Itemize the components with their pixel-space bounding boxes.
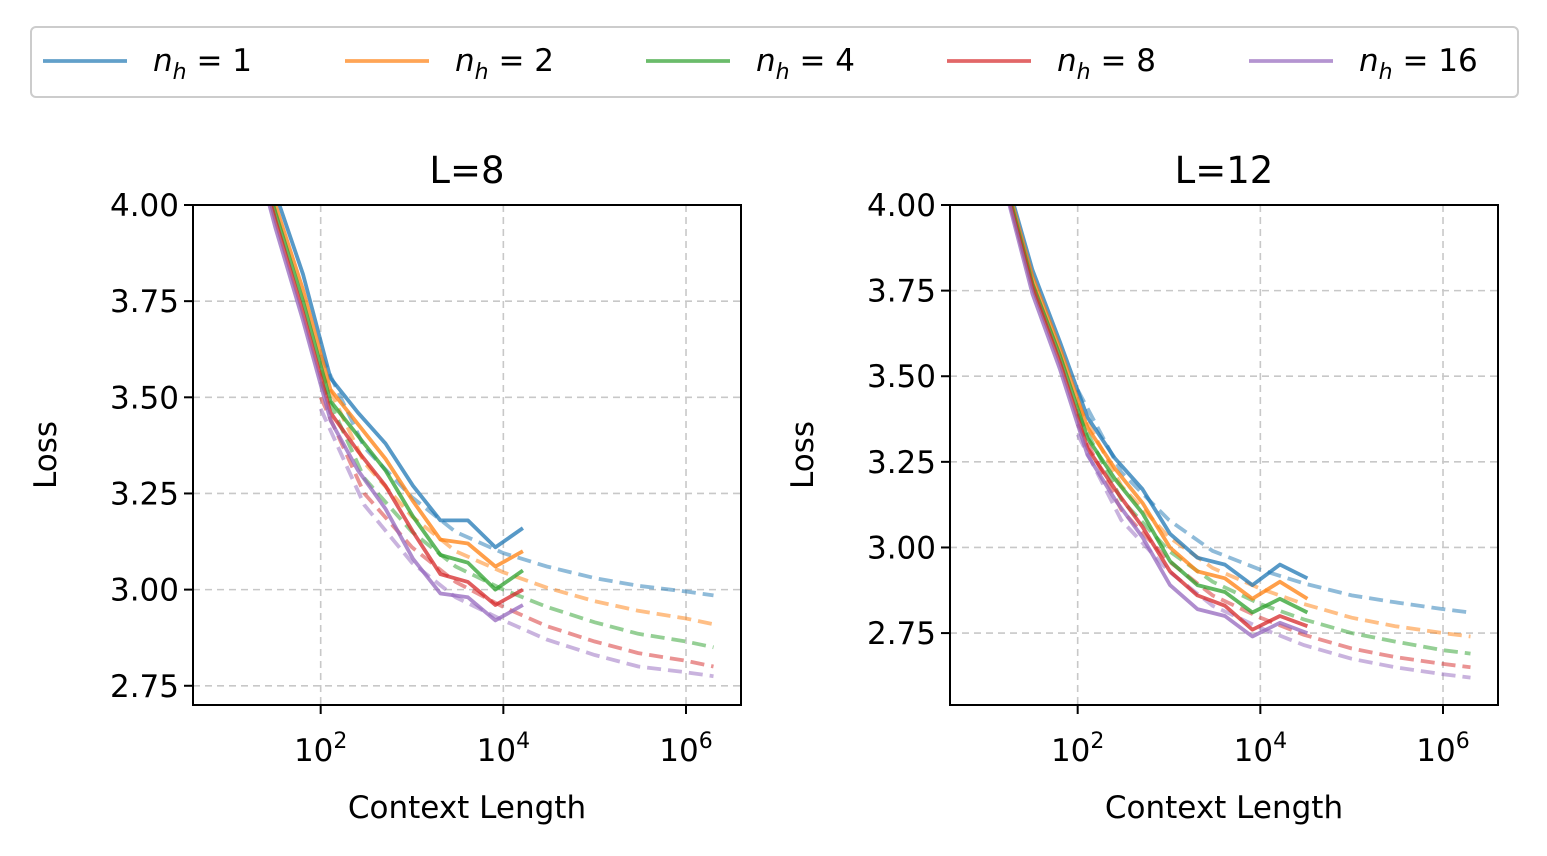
ytick-label-5: 2.75: [867, 616, 936, 652]
legend-label-4: nh = 16: [1359, 43, 1478, 85]
plot-area: [267, 205, 714, 679]
fit-line-2: [318, 381, 714, 650]
ytick-label-0: 4.00: [110, 188, 179, 224]
legend-label-1: nh = 2: [455, 43, 554, 85]
y-axis-label: Loss: [28, 421, 64, 489]
ytick-label-1: 3.75: [867, 274, 936, 310]
legend: nh = 1 nh = 2 nh = 4 nh = 8 nh = 16: [30, 26, 1519, 98]
legend-label-2: nh = 4: [756, 43, 855, 85]
xtick-label-1: 104: [477, 729, 530, 769]
xtick-label-0: 102: [294, 729, 347, 769]
ytick-label-3: 3.25: [110, 476, 179, 512]
series-line-4: [1007, 205, 1309, 639]
chart-title: L=8: [429, 149, 504, 192]
fit-line-3: [318, 396, 714, 669]
xtick-label-0: 102: [1051, 729, 1104, 769]
chart-title: L=12: [1175, 149, 1274, 192]
xtick-label-2: 106: [1416, 729, 1469, 769]
fit-line-4: [1076, 433, 1471, 680]
ytick-label-5: 2.75: [110, 669, 179, 705]
series-line-2: [1009, 205, 1309, 615]
ytick-label-2: 3.50: [110, 380, 179, 416]
ytick-label-3: 3.25: [867, 445, 936, 481]
subplot-l8: 4.00 3.75 3.50 3.25 3.00 2.75 102 104 106 L=8 Cont…: [28, 149, 742, 826]
subplot-l12: 4.00 3.75 3.50 3.25 3.00 2.75 102 104 106 L=12 Con…: [785, 149, 1499, 826]
series-line-1: [1010, 205, 1309, 601]
legend-frame: [30, 26, 1519, 98]
y-axis-label: Loss: [785, 421, 821, 489]
plot-frame: [949, 204, 1499, 706]
series-line-3: [1008, 205, 1309, 632]
plot-area: [1007, 205, 1471, 680]
x-axis-label: Context Length: [348, 790, 586, 826]
fit-line-3: [1076, 423, 1471, 670]
fit-line-0: [318, 354, 714, 598]
series-line-1: [273, 205, 524, 569]
plot-frame: [192, 204, 742, 706]
legend-label-3: nh = 8: [1057, 43, 1156, 85]
series-line-2: [271, 205, 524, 592]
ytick-label-0: 4.00: [867, 188, 936, 224]
ytick-label-2: 3.50: [867, 359, 936, 395]
series-line-4: [267, 205, 524, 623]
fit-line-1: [1076, 402, 1471, 639]
ytick-label-4: 3.00: [867, 530, 936, 566]
legend-label-0: nh = 1: [153, 43, 252, 85]
x-axis-label: Context Length: [1105, 790, 1343, 826]
fit-line-2: [1076, 413, 1471, 656]
xtick-label-2: 106: [659, 729, 712, 769]
xtick-label-1: 104: [1234, 729, 1287, 769]
series-line-0: [1011, 205, 1309, 587]
ytick-label-1: 3.75: [110, 284, 179, 320]
series-line-0: [277, 205, 524, 550]
grid: [193, 204, 741, 705]
ytick-label-4: 3.00: [110, 573, 179, 609]
series-line-3: [269, 205, 524, 607]
